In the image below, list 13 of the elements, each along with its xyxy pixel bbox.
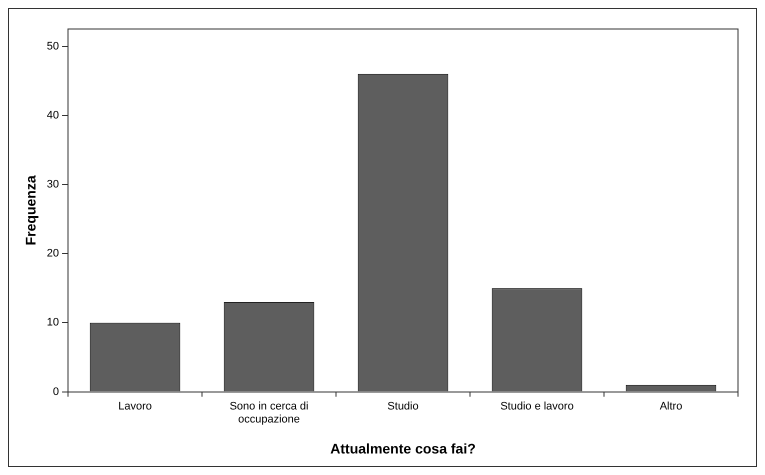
y-tick-label: 0: [52, 386, 60, 398]
x-tick-label: Studio: [387, 400, 419, 412]
y-tick-label: 30: [46, 178, 60, 191]
x-tick-label: Altro: [660, 400, 682, 412]
y-tick-label: 10: [46, 316, 60, 329]
y-tick-label: 20: [46, 248, 60, 260]
x-tick-label: Sono in cerca di occupazione: [230, 400, 308, 426]
x-tick-label: Lavoro: [118, 400, 152, 412]
y-tick-label: 50: [46, 40, 60, 52]
y-axis-title: Frequenza: [22, 175, 38, 246]
x-axis-title: Attualmente cosa fai?: [330, 440, 476, 456]
x-tick-label: Studio e lavoro: [500, 400, 574, 412]
y-tick-label: 40: [46, 109, 60, 122]
